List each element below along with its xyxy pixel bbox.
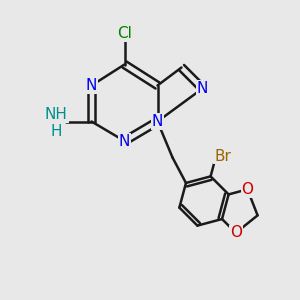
- Text: Cl: Cl: [117, 26, 132, 41]
- Text: N: N: [152, 114, 163, 129]
- Text: N: N: [197, 81, 208, 96]
- Text: O: O: [242, 182, 254, 197]
- Text: NH: NH: [45, 107, 68, 122]
- Text: H: H: [51, 124, 62, 139]
- Text: O: O: [230, 225, 242, 240]
- Text: N: N: [119, 134, 130, 148]
- Text: N: N: [86, 78, 97, 93]
- Text: Br: Br: [214, 148, 231, 164]
